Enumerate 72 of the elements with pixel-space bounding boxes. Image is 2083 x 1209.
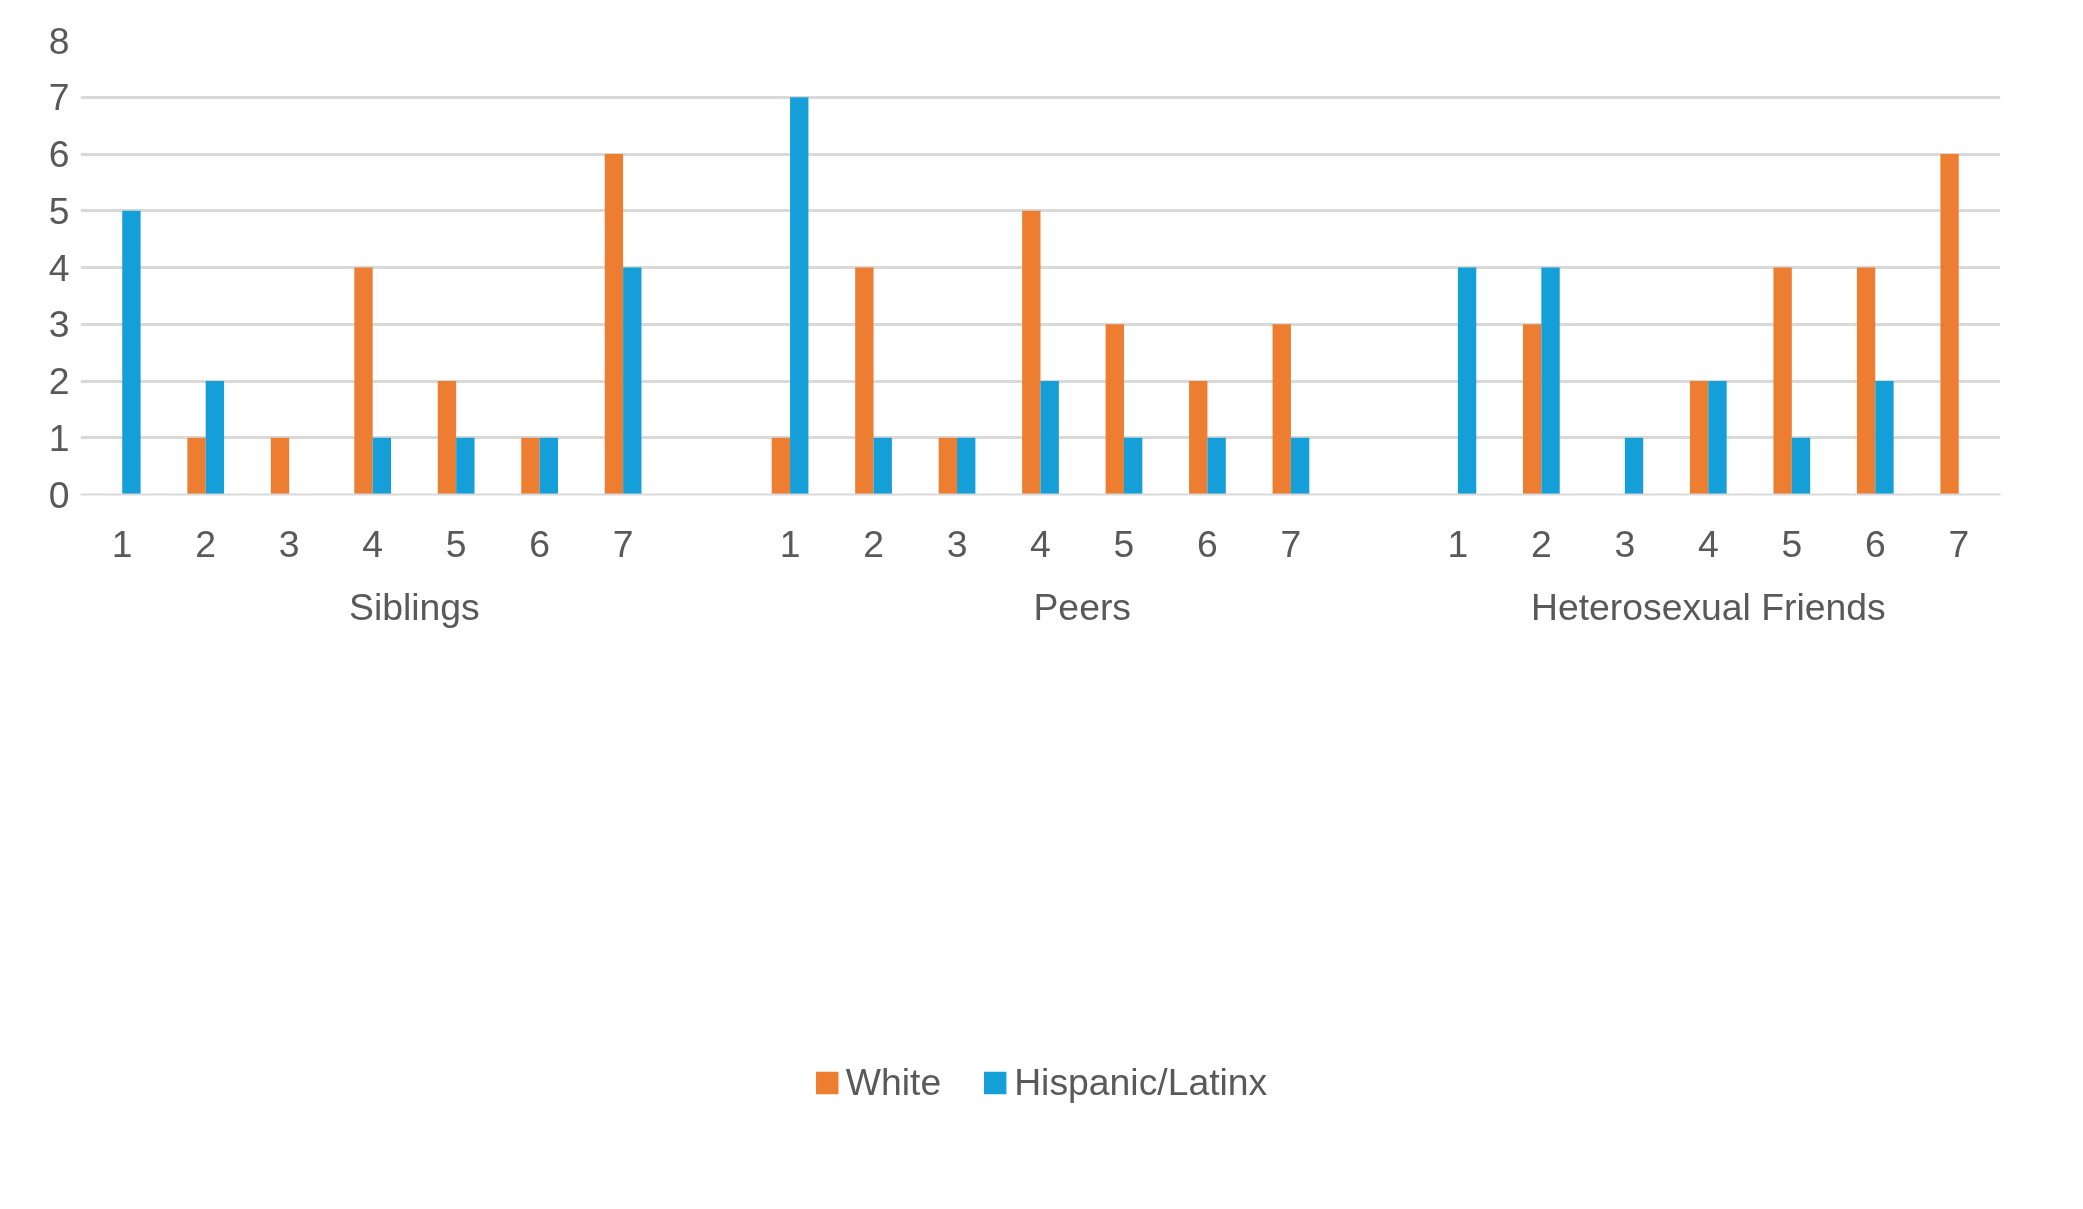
- bar: [1290, 437, 1310, 495]
- legend-label: White: [845, 1060, 942, 1104]
- x-tick-label: 1: [1447, 522, 1469, 565]
- y-tick-label: 8: [48, 19, 70, 62]
- y-tick-label: 4: [48, 246, 70, 289]
- x-tick-label: 5: [445, 522, 467, 565]
- bar: [1624, 437, 1644, 495]
- bar: [437, 381, 457, 495]
- bar: [1105, 324, 1124, 495]
- bar: [1940, 154, 1959, 495]
- bar: [604, 154, 624, 495]
- bar: [1022, 210, 1041, 495]
- bar: [855, 267, 874, 495]
- bar: [354, 267, 373, 495]
- x-tick-label: 4: [1697, 522, 1719, 565]
- y-tick-label: 2: [48, 360, 70, 402]
- x-tick-label: 7: [1948, 522, 1970, 565]
- x-tick-label: 5: [1781, 522, 1803, 565]
- x-tick-label: 6: [529, 522, 551, 565]
- x-tick-label: 7: [1280, 522, 1302, 565]
- bar: [1689, 381, 1709, 495]
- y-tick-label: 7: [48, 76, 70, 119]
- y-tick-label: 5: [48, 189, 70, 232]
- bar: [1708, 381, 1727, 495]
- bar: [372, 437, 392, 495]
- x-tick-label: 4: [1030, 522, 1051, 565]
- bar: [456, 437, 475, 495]
- y-tick-label: 3: [48, 303, 70, 346]
- x-tick-label: 3: [946, 522, 968, 565]
- x-tick-label: 2: [863, 522, 884, 565]
- bar: [205, 381, 225, 495]
- bar: [873, 437, 892, 495]
- text: Siblings: [349, 585, 480, 628]
- text: Heterosexual Friends: [1530, 585, 1886, 628]
- x-tick-label: 3: [278, 522, 300, 565]
- bar: [187, 437, 206, 495]
- bar: [1040, 381, 1059, 495]
- x-tick-label: 7: [612, 522, 634, 565]
- bar: [1523, 324, 1542, 495]
- x-tick-label: 1: [779, 522, 801, 565]
- bar: [1189, 381, 1208, 495]
- bar: [1207, 437, 1226, 495]
- bar: [771, 437, 791, 495]
- legend-label: Hispanic/Latinx: [1014, 1060, 1268, 1104]
- y-tick-label: 1: [48, 416, 70, 459]
- bar: [122, 210, 141, 495]
- bar: [270, 437, 290, 495]
- bar: [1791, 437, 1811, 495]
- x-tick-label: 3: [1614, 522, 1636, 565]
- bar: [1457, 267, 1477, 495]
- bar: [1272, 324, 1291, 495]
- bar: [1541, 267, 1560, 495]
- x-tick-label: 6: [1864, 522, 1886, 565]
- x-tick-label: 2: [195, 522, 217, 565]
- x-tick-label: 6: [1197, 522, 1218, 565]
- bar: [623, 267, 642, 495]
- bar: [1773, 267, 1792, 495]
- bar: [938, 437, 958, 495]
- bar: [1875, 381, 1894, 495]
- text: Peers: [1033, 585, 1131, 628]
- bar: [521, 437, 540, 495]
- x-tick-label: 5: [1113, 522, 1135, 565]
- bar: [957, 437, 976, 495]
- bar: [539, 437, 558, 495]
- y-tick-label: 6: [48, 133, 70, 175]
- x-tick-label: 1: [111, 522, 133, 565]
- bar: [1123, 437, 1143, 495]
- bar: [1856, 267, 1876, 495]
- x-tick-label: 2: [1530, 522, 1552, 565]
- x-tick-label: 4: [362, 522, 384, 565]
- bar: [790, 97, 809, 495]
- y-tick-label: 0: [48, 473, 70, 516]
